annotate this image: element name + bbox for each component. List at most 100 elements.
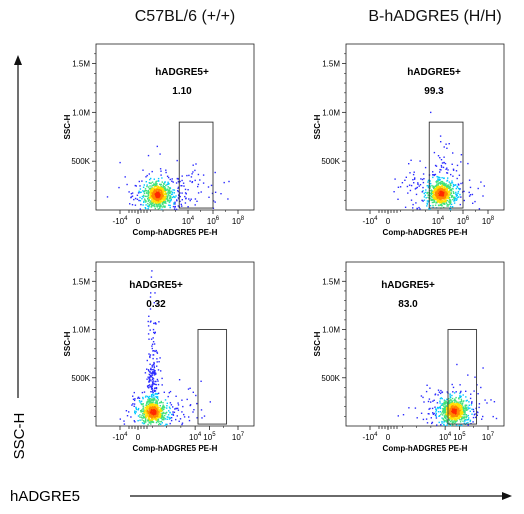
event-dot: [448, 201, 450, 203]
event-dot: [442, 192, 445, 194]
event-dot: [181, 192, 183, 194]
event-dot: [151, 414, 153, 417]
event-dot: [155, 380, 157, 383]
gate-rectangle[interactable]: [178, 121, 214, 209]
event-dot: [148, 402, 150, 404]
event-dot: [164, 412, 167, 414]
event-dot: [160, 408, 162, 411]
event-dot: [454, 420, 456, 422]
event-dot: [168, 197, 171, 199]
gate-rectangle[interactable]: [197, 329, 228, 425]
event-dot: [448, 181, 450, 183]
event-dot: [143, 416, 145, 419]
event-dot: [139, 208, 141, 210]
event-dot: [149, 308, 152, 310]
event-dot: [170, 198, 172, 201]
event-dot: [119, 161, 121, 164]
event-dot: [154, 417, 156, 419]
gate-name: hADGRE5+: [129, 280, 183, 291]
event-dot: [177, 407, 179, 410]
event-dot: [441, 200, 443, 202]
event-dot: [443, 405, 445, 408]
gate-rectangle[interactable]: [428, 121, 464, 209]
event-dot: [464, 418, 466, 421]
event-dot: [154, 350, 156, 353]
event-dot: [155, 205, 157, 207]
event-dot: [435, 189, 438, 192]
event-dot: [156, 409, 158, 411]
event-dot: [155, 203, 158, 206]
event-dot: [454, 401, 456, 403]
event-dot: [440, 198, 442, 200]
gate-rectangle[interactable]: [447, 329, 478, 425]
event-dot: [451, 414, 453, 417]
event-dot: [136, 198, 139, 200]
event-dot: [451, 401, 454, 404]
event-dot: [452, 406, 454, 408]
event-dot: [441, 420, 443, 423]
event-dot: [143, 391, 146, 393]
event-dot: [176, 415, 178, 417]
event-dot: [453, 392, 456, 394]
event-dot: [161, 197, 163, 199]
event-dot: [433, 193, 435, 196]
event-dot: [452, 169, 455, 171]
event-dot: [153, 371, 155, 373]
event-dot: [433, 399, 435, 401]
event-dot: [189, 199, 191, 202]
event-dot: [151, 417, 153, 419]
event-dot: [449, 202, 451, 204]
event-dot: [461, 413, 463, 415]
event-dot: [415, 202, 417, 204]
event-dot: [147, 195, 149, 197]
event-dot: [148, 353, 150, 355]
event-dot: [147, 193, 150, 195]
event-dot: [464, 412, 466, 414]
event-dot: [448, 414, 450, 416]
event-dot: [158, 199, 160, 201]
event-dot: [193, 409, 195, 411]
event-dot: [160, 407, 162, 409]
event-dot: [443, 416, 446, 419]
event-dot: [472, 421, 474, 423]
event-dots: [397, 363, 498, 427]
event-dot: [167, 195, 169, 197]
event-dot: [482, 415, 484, 418]
event-dot: [146, 174, 148, 177]
event-dot: [437, 199, 440, 201]
event-dot: [183, 416, 186, 418]
event-dot: [154, 199, 157, 201]
event-dot: [451, 195, 453, 198]
event-dot: [147, 208, 149, 210]
event-dot: [137, 396, 140, 398]
event-dot: [438, 196, 440, 198]
plot-frame: [345, 43, 505, 211]
event-dot: [149, 410, 151, 412]
event-dot: [452, 421, 454, 424]
event-dot: [439, 204, 442, 206]
event-dot: [446, 391, 448, 393]
event-dot: [166, 407, 168, 409]
event-dot: [429, 195, 432, 197]
event-dot: [159, 200, 161, 202]
event-dot: [451, 180, 453, 182]
event-dot: [169, 422, 171, 425]
event-dot: [139, 196, 141, 199]
event-dot: [435, 408, 437, 411]
event-dot: [149, 395, 151, 398]
event-dot: [156, 202, 158, 205]
event-dot: [169, 200, 172, 202]
event-dot: [460, 400, 462, 403]
event-dot: [440, 424, 442, 426]
event-dot: [169, 204, 171, 207]
event-dot: [449, 416, 451, 419]
event-dot: [174, 201, 176, 203]
event-dot: [435, 195, 438, 198]
event-dot: [154, 292, 156, 294]
event-dot: [154, 196, 156, 198]
event-dot: [147, 205, 150, 208]
event-dot: [161, 208, 163, 211]
event-dot: [455, 396, 457, 399]
event-dot: [223, 181, 225, 184]
event-dot: [151, 186, 153, 188]
